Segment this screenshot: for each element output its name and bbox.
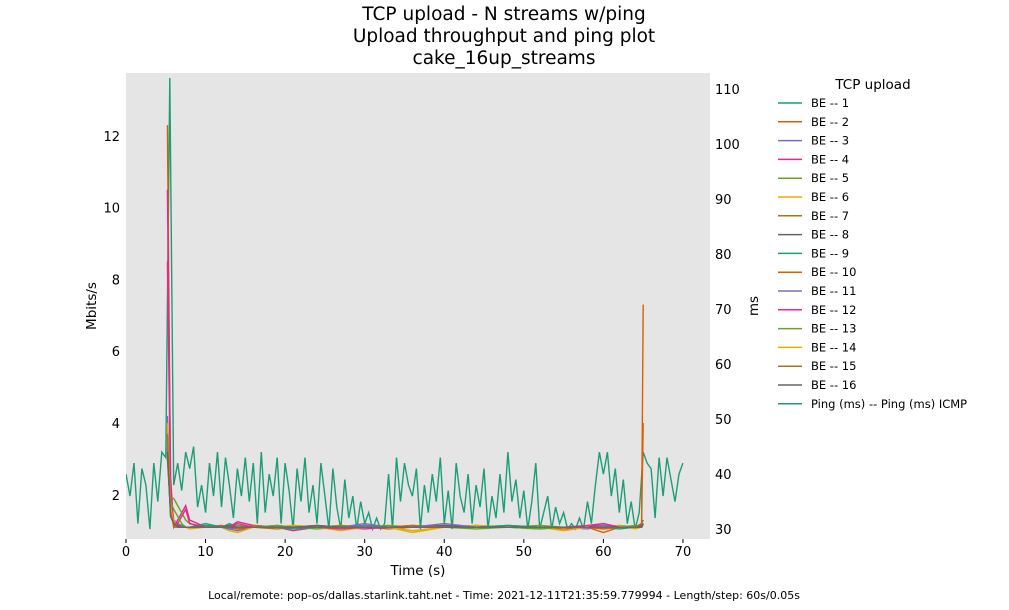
y-tick-label-right: 90 [715, 193, 732, 208]
x-tick-label: 50 [516, 545, 533, 560]
legend-entry: BE -- 7 [811, 209, 849, 223]
x-tick-label: 20 [277, 545, 294, 560]
y-tick-label-left: 10 [103, 202, 120, 217]
legend-entry: Ping (ms) -- Ping (ms) ICMP [811, 397, 967, 411]
legend-title: TCP upload [834, 77, 910, 93]
legend-entry: BE -- 3 [811, 134, 849, 148]
legend-entry: BE -- 1 [811, 96, 849, 110]
x-tick-label: 70 [675, 545, 692, 560]
legend-entry: BE -- 10 [811, 265, 856, 279]
legend-entry: BE -- 9 [811, 246, 849, 260]
y-axis-label-right: ms [746, 296, 762, 316]
plot-area [126, 73, 710, 539]
legend-entry: BE -- 13 [811, 322, 856, 336]
legend-entry: BE -- 4 [811, 152, 849, 166]
series-line-16 [166, 451, 644, 528]
x-tick-label: 10 [197, 545, 214, 560]
x-tick-label: 30 [356, 545, 373, 560]
y-tick-label-right: 60 [715, 358, 732, 373]
title-line-2: Upload throughput and ping plot [353, 26, 655, 47]
footer: Local/remote: pop-os/dallas.starlink.tah… [208, 589, 800, 602]
y-tick-label-left: 4 [112, 417, 120, 432]
legend-entry: BE -- 12 [811, 303, 856, 317]
y-tick-label-right: 30 [715, 523, 732, 538]
y-tick-label-right: 110 [715, 83, 740, 98]
y-tick-label-left: 8 [112, 273, 120, 288]
legend-entry: BE -- 16 [811, 378, 856, 392]
legend-entry: BE -- 14 [811, 340, 856, 354]
title-line-3: cake_16up_streams [413, 48, 596, 69]
legend-entry: BE -- 11 [811, 284, 856, 298]
legend: TCP upload BE -- 1 BE -- 2 BE -- 3 BE -- 4 B… [778, 77, 967, 411]
y-tick-label-left: 2 [112, 489, 120, 504]
y-tick-label-left: 12 [103, 130, 120, 145]
series-line-17 [126, 77, 684, 532]
y-tick-label-right: 80 [715, 248, 732, 263]
y-tick-label-right: 50 [715, 413, 732, 428]
y-axis-label-left: Mbits/s [84, 282, 100, 330]
y-tick-label-right: 70 [715, 303, 732, 318]
legend-entry: BE -- 8 [811, 228, 849, 242]
x-tick-label: 60 [595, 545, 612, 560]
x-tick-label: 40 [436, 545, 453, 560]
legend-entry: BE -- 15 [811, 359, 856, 373]
x-axis-label: Time (s) [390, 563, 446, 579]
legend-entry: BE -- 6 [811, 190, 849, 204]
legend-entry: BE -- 2 [811, 115, 849, 129]
legend-entry: BE -- 5 [811, 171, 849, 185]
x-tick-label: 0 [122, 545, 130, 560]
y-tick-label-left: 6 [112, 345, 120, 360]
y-tick-label-right: 100 [715, 138, 740, 153]
y-tick-label-right: 40 [715, 468, 732, 483]
chart-title: TCP upload - N streams w/ping Upload thr… [353, 4, 655, 69]
title-line-1: TCP upload - N streams w/ping [361, 4, 645, 25]
